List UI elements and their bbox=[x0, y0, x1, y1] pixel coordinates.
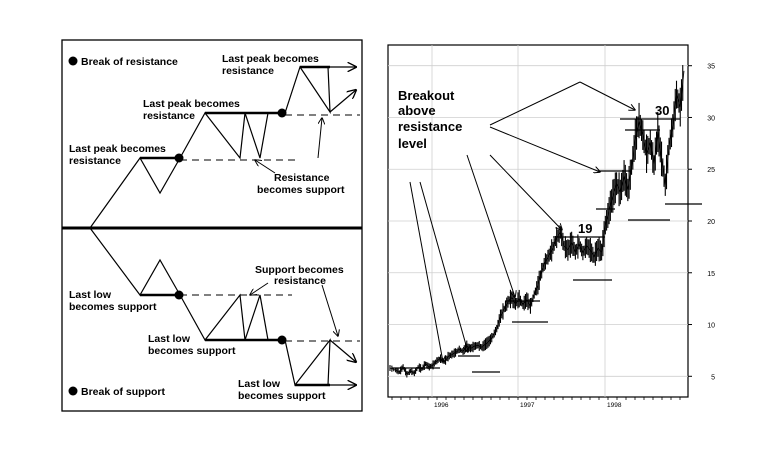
legend-support-break: Break of support bbox=[81, 386, 166, 398]
resistance-label-19: 19 bbox=[578, 221, 592, 236]
y-tick-label: 25 bbox=[707, 167, 715, 174]
breakdown-point-2 bbox=[277, 335, 287, 345]
low2-line2: becomes support bbox=[148, 345, 236, 357]
low1-line2: becomes support bbox=[69, 301, 157, 313]
y-tick-label: 35 bbox=[707, 64, 715, 71]
legend-resistance-break: Break of resistance bbox=[81, 56, 178, 68]
gridlines bbox=[388, 45, 688, 397]
annotation-line4: level bbox=[398, 136, 427, 151]
breakout-annotation: Breakout above resistance level bbox=[398, 88, 462, 151]
y-tick-label: 20 bbox=[707, 219, 715, 226]
peak1-line1: Last peak becomes bbox=[69, 143, 166, 155]
annotation-line1: Breakout bbox=[398, 88, 455, 103]
peak1-line2: resistance bbox=[69, 155, 121, 167]
annotation-line3: resistance bbox=[398, 119, 462, 134]
low3-line2: becomes support bbox=[238, 390, 326, 402]
support-break-dot bbox=[68, 386, 78, 396]
lower-annotations: Last low becomes support Last low become… bbox=[69, 264, 344, 402]
y-tick-label: 15 bbox=[707, 271, 715, 278]
resistance-break-dot bbox=[68, 56, 78, 66]
breakout-point-1 bbox=[174, 153, 184, 163]
peak3-line1: Last peak becomes bbox=[222, 53, 319, 65]
x-tick-label: 1998 bbox=[607, 402, 622, 409]
res-support-line2: becomes support bbox=[257, 184, 345, 196]
resistance-label-30: 30 bbox=[655, 103, 669, 118]
y-tick-label: 30 bbox=[707, 115, 715, 122]
res-support-line1: Resistance bbox=[274, 172, 330, 184]
diagram-frame bbox=[61, 39, 363, 412]
annotation-line2: above bbox=[398, 103, 436, 118]
peak3-line2: resistance bbox=[222, 65, 274, 77]
breakdown-point-1 bbox=[174, 290, 184, 300]
x-axis: 1996 1997 1998 bbox=[391, 397, 681, 409]
x-tick-label: 1996 bbox=[434, 402, 449, 409]
y-axis: 5 10 15 20 25 30 35 bbox=[688, 64, 715, 381]
low3-line1: Last low bbox=[238, 378, 281, 390]
low1-line1: Last low bbox=[69, 289, 112, 301]
x-tick-label: 1997 bbox=[520, 402, 535, 409]
y-tick-label: 10 bbox=[707, 323, 715, 330]
sup-resist-line1: Support becomes bbox=[255, 264, 344, 276]
peak2-line1: Last peak becomes bbox=[143, 98, 240, 110]
low2-line1: Last low bbox=[148, 333, 191, 345]
resistance-lines bbox=[392, 118, 702, 373]
y-tick-label: 5 bbox=[711, 374, 715, 381]
breakout-point-2 bbox=[277, 108, 287, 118]
sup-resist-line2: resistance bbox=[274, 275, 326, 287]
upper-annotations: Last peak becomes resistance Last peak b… bbox=[69, 53, 345, 196]
peak2-line2: resistance bbox=[143, 110, 195, 122]
callout-arrows bbox=[409, 81, 635, 362]
